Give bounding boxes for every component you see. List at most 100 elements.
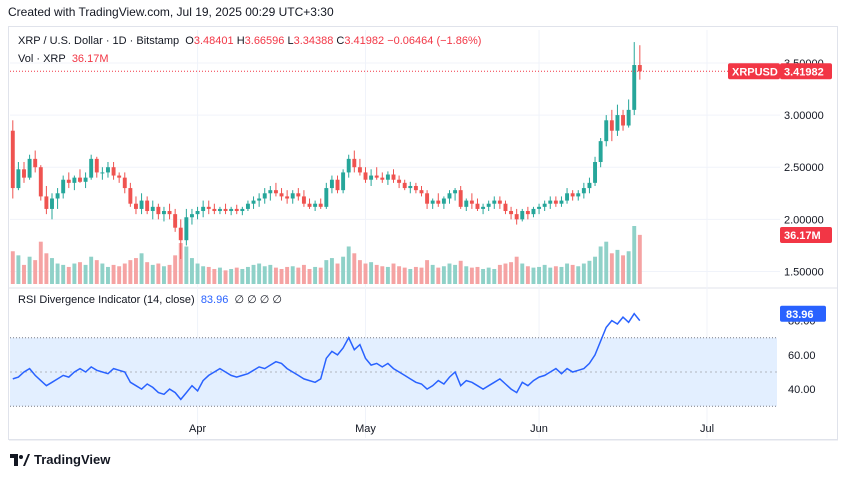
volume-bar xyxy=(122,263,127,284)
volume-tag-label: 36.17M xyxy=(784,230,821,242)
volume-bar xyxy=(83,264,88,284)
candle-body xyxy=(111,167,116,176)
candle-body xyxy=(464,200,469,207)
candle-body xyxy=(273,190,278,194)
volume-bar xyxy=(352,253,357,284)
rsi-value-tag xyxy=(780,305,826,322)
candle-body xyxy=(413,185,418,191)
volume-bar xyxy=(268,264,273,284)
candle-body xyxy=(329,179,334,189)
volume-bar xyxy=(576,266,581,284)
candle-body xyxy=(525,211,530,215)
volume-bar xyxy=(626,251,631,284)
volume-bar xyxy=(301,264,306,284)
candle-body xyxy=(139,200,144,209)
candle-body xyxy=(184,217,189,241)
candle-body xyxy=(553,200,558,204)
volume-bar xyxy=(290,266,295,284)
volume-legend: Vol · XRP 36.17M xyxy=(18,53,109,65)
candle-body xyxy=(223,208,228,212)
candle-body xyxy=(514,214,519,220)
tradingview-logo[interactable]: TradingView xyxy=(10,452,110,467)
candle-body xyxy=(621,115,625,126)
candle-body xyxy=(380,177,385,180)
candle-body xyxy=(78,177,82,182)
volume-bar xyxy=(195,263,200,284)
candle-body xyxy=(257,198,262,201)
candle-body xyxy=(408,185,413,189)
candle-body xyxy=(217,208,222,212)
candle-body xyxy=(27,158,32,178)
volume-bar xyxy=(441,266,446,284)
volume-bar xyxy=(481,268,486,284)
time-tick-label: Apr xyxy=(189,423,206,435)
candle-body xyxy=(296,193,301,197)
candle-body xyxy=(335,179,340,191)
volume-bar xyxy=(89,256,94,284)
candle-body xyxy=(453,190,458,194)
candle-body xyxy=(637,65,642,72)
close-value: 3.41982 xyxy=(344,35,385,47)
volume-bar xyxy=(346,246,351,284)
symbol-price-tag xyxy=(728,63,780,80)
candle-body xyxy=(632,65,637,110)
candle-body xyxy=(385,174,390,180)
volume-bar xyxy=(587,260,592,284)
volume-bar xyxy=(257,263,262,284)
volume-bar xyxy=(61,264,66,284)
symbol-tag-label: XRPUSD xyxy=(732,66,778,78)
volume-bar xyxy=(369,262,374,284)
volume-bar xyxy=(637,234,642,284)
candle-body xyxy=(626,109,631,126)
candle-body xyxy=(279,193,284,197)
candle-body xyxy=(150,206,155,212)
volume-bar xyxy=(38,241,43,284)
rsi-line xyxy=(12,312,641,401)
candle-body xyxy=(520,211,525,220)
volume-bar xyxy=(139,253,144,284)
volume-bar xyxy=(548,267,553,284)
rsi-value-tag-label: 83.96 xyxy=(786,309,814,321)
candle-body xyxy=(212,208,217,212)
volume-bar xyxy=(436,267,441,284)
candle-body xyxy=(581,188,586,194)
candle-body xyxy=(61,179,66,194)
candle-body xyxy=(134,203,138,209)
volume-bar xyxy=(44,253,49,284)
volume-bar xyxy=(66,266,71,284)
volume-bar xyxy=(475,266,480,284)
volume-bar xyxy=(134,258,138,284)
candle-body xyxy=(201,206,206,212)
candle-body xyxy=(66,179,71,183)
volume-bar xyxy=(106,266,110,284)
candle-body xyxy=(117,175,122,178)
volume-bar xyxy=(615,249,620,284)
volume-tag xyxy=(780,227,832,243)
candle-body xyxy=(167,211,172,215)
time-tick-label: Jul xyxy=(700,423,714,435)
volume-bar xyxy=(94,260,99,284)
close-label: C xyxy=(336,35,345,47)
candle-body xyxy=(469,200,474,204)
volume-bar xyxy=(419,267,424,284)
candle-body xyxy=(341,172,346,191)
volume-bar xyxy=(273,267,278,284)
last-price-label: 3.41982 xyxy=(784,66,824,78)
candle-body xyxy=(441,198,446,204)
candle-body xyxy=(559,200,564,204)
candle-body xyxy=(72,177,77,183)
volume-bar xyxy=(279,268,284,284)
volume-bar xyxy=(178,243,183,284)
volume-bar xyxy=(33,260,38,284)
volume-bar xyxy=(16,255,21,284)
volume-bar xyxy=(307,268,312,284)
candle-body xyxy=(285,196,290,199)
volume-bar xyxy=(525,266,530,284)
candle-body xyxy=(391,174,396,180)
candle-body xyxy=(542,203,547,207)
candle-body xyxy=(570,193,575,197)
volume-bar xyxy=(324,260,329,284)
rsi-value: 83.96 xyxy=(200,294,229,306)
volume-bar xyxy=(162,266,166,284)
